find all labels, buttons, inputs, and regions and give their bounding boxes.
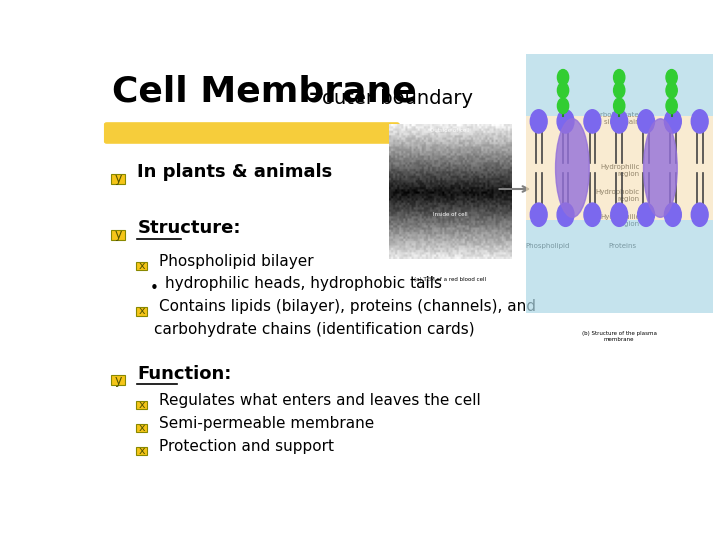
Text: Regulates what enters and leaves the cell: Regulates what enters and leaves the cel…	[158, 393, 480, 408]
Circle shape	[557, 70, 569, 85]
Text: carbohydrate chains (identification cards): carbohydrate chains (identification card…	[154, 322, 474, 337]
Text: x: x	[139, 261, 145, 271]
Circle shape	[666, 70, 678, 85]
Text: y: y	[114, 172, 122, 185]
Bar	[526, 54, 713, 116]
Text: Protection and support: Protection and support	[158, 438, 333, 454]
Circle shape	[666, 98, 678, 113]
Text: x: x	[139, 400, 145, 410]
Text: Semi-permeable membrane: Semi-permeable membrane	[158, 416, 374, 431]
Circle shape	[584, 110, 600, 133]
FancyBboxPatch shape	[136, 424, 148, 432]
Circle shape	[531, 110, 547, 133]
Text: •: •	[150, 281, 158, 296]
Text: y: y	[114, 374, 122, 387]
Text: Carbohydrate
side chain: Carbohydrate side chain	[592, 112, 639, 125]
Text: x: x	[139, 307, 145, 316]
Circle shape	[584, 203, 600, 226]
FancyBboxPatch shape	[136, 307, 148, 315]
Circle shape	[691, 203, 708, 226]
FancyBboxPatch shape	[136, 261, 148, 270]
Circle shape	[638, 110, 654, 133]
Text: Phospholipid: Phospholipid	[526, 242, 570, 249]
Text: x: x	[139, 423, 145, 433]
Text: y: y	[114, 228, 122, 241]
Circle shape	[557, 110, 574, 133]
Circle shape	[557, 83, 569, 98]
Bar	[526, 220, 713, 313]
Text: x: x	[139, 446, 145, 456]
Circle shape	[638, 203, 654, 226]
Circle shape	[611, 110, 628, 133]
Circle shape	[557, 98, 569, 113]
Text: Hydrophilic
region: Hydrophilic region	[600, 214, 639, 227]
Text: Inside of cell: Inside of cell	[433, 212, 467, 217]
Circle shape	[665, 110, 681, 133]
FancyBboxPatch shape	[111, 375, 125, 386]
FancyBboxPatch shape	[104, 122, 400, 144]
Bar	[526, 116, 713, 220]
Circle shape	[691, 110, 708, 133]
Text: Contains lipids (bilayer), proteins (channels), and: Contains lipids (bilayer), proteins (cha…	[158, 299, 536, 314]
Text: outer boundary: outer boundary	[322, 90, 472, 109]
Circle shape	[665, 203, 681, 226]
Text: Phospholipid bilayer: Phospholipid bilayer	[158, 254, 313, 268]
FancyBboxPatch shape	[136, 447, 148, 455]
Text: In plants & animals: In plants & animals	[138, 163, 333, 181]
Circle shape	[666, 83, 678, 98]
Text: Function:: Function:	[138, 365, 232, 383]
Text: Structure:: Structure:	[138, 219, 241, 238]
Circle shape	[613, 70, 625, 85]
Text: Hydrophobic
region: Hydrophobic region	[595, 190, 639, 202]
Ellipse shape	[644, 119, 678, 217]
Text: (a) TEM of a red blood cell: (a) TEM of a red blood cell	[414, 276, 486, 282]
Text: –: –	[300, 79, 334, 109]
FancyBboxPatch shape	[111, 230, 125, 240]
Ellipse shape	[556, 119, 589, 217]
FancyBboxPatch shape	[111, 174, 125, 184]
Circle shape	[613, 83, 625, 98]
Text: Cell Membrane: Cell Membrane	[112, 75, 417, 109]
Text: Hydrophilic
region: Hydrophilic region	[600, 164, 639, 177]
FancyBboxPatch shape	[136, 401, 148, 409]
Circle shape	[613, 98, 625, 113]
Circle shape	[611, 203, 628, 226]
Text: Proteins: Proteins	[609, 242, 637, 249]
Circle shape	[557, 203, 574, 226]
Text: (b) Structure of the plasma
membrane: (b) Structure of the plasma membrane	[582, 332, 657, 342]
Text: Outside of cell: Outside of cell	[431, 128, 469, 133]
Text: hydrophilic heads, hydrophobic tails: hydrophilic heads, hydrophobic tails	[166, 276, 442, 292]
Circle shape	[531, 203, 547, 226]
